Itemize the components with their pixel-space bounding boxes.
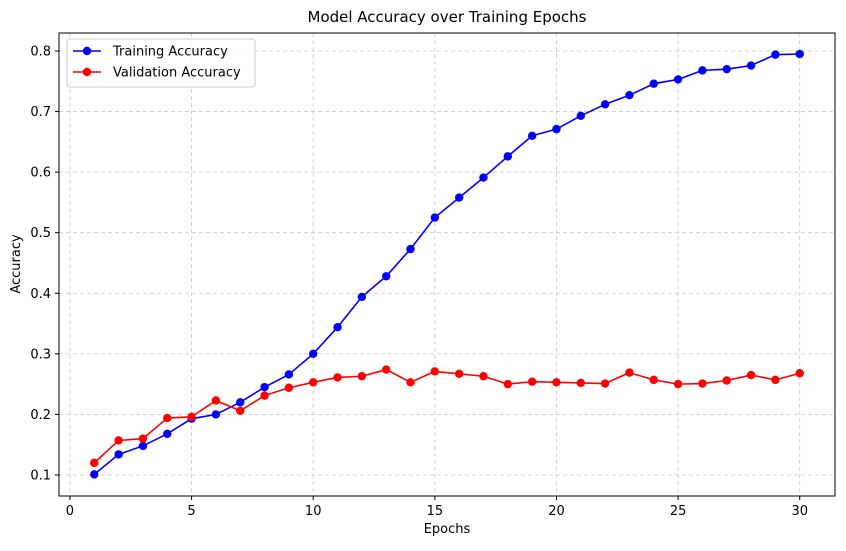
training-accuracy-point	[381, 272, 391, 281]
training-accuracy-point	[771, 50, 780, 59]
validation-accuracy-point	[527, 377, 537, 386]
training-accuracy-point	[260, 382, 269, 392]
training-accuracy-point	[333, 322, 342, 332]
validation-accuracy-point	[138, 434, 148, 443]
legend-item-training-accuracy: Training Accuracy	[73, 45, 228, 60]
training-accuracy-point	[90, 470, 99, 479]
y-tick-label: 0.3	[30, 347, 51, 362]
training-accuracy-point	[600, 100, 610, 109]
validation-accuracy-series	[90, 365, 804, 468]
validation-accuracy-point	[90, 458, 99, 468]
validation-accuracy-point	[357, 372, 367, 381]
training-accuracy-point	[746, 61, 756, 70]
training-accuracy-point	[163, 429, 172, 438]
validation-accuracy-point	[795, 369, 804, 378]
validation-accuracy-point	[260, 391, 269, 400]
validation-accuracy-point	[114, 436, 123, 445]
validation-accuracy-point	[771, 375, 780, 385]
training-accuracy-point	[795, 49, 804, 59]
validation-accuracy-point	[698, 379, 707, 388]
training-accuracy-point	[309, 349, 318, 359]
training-accuracy-point	[284, 370, 294, 379]
training-accuracy-point	[649, 79, 658, 88]
x-tick-label: 5	[187, 504, 195, 519]
x-axis-label: Epochs	[424, 522, 471, 537]
x-tick-label: 0	[66, 504, 74, 519]
legend-label: Training Accuracy	[112, 45, 228, 60]
axis-ticks: 0 5 10 15 20 25 30 0.1 0.2 0.3 0.4 0.5 0.6 0.7 0.8	[30, 44, 808, 519]
validation-accuracy-point	[552, 378, 561, 387]
y-tick-label: 0.5	[30, 226, 51, 241]
training-accuracy-point	[625, 91, 634, 100]
y-tick-label: 0.7	[30, 105, 51, 120]
validation-accuracy-point	[187, 412, 196, 422]
validation-accuracy-point	[746, 370, 756, 380]
y-tick-label: 0.4	[30, 287, 51, 302]
validation-accuracy-point	[600, 379, 610, 388]
validation-accuracy-point	[576, 378, 585, 388]
legend: Training Accuracy Validation Accuracy	[66, 38, 256, 88]
chart-title: Model Accuracy over Training Epochs	[308, 8, 587, 26]
validation-accuracy-point	[236, 406, 245, 415]
x-tick-label: 10	[305, 504, 322, 519]
training-accuracy-point	[698, 66, 707, 75]
validation-accuracy-line	[93, 368, 800, 464]
series-layer	[90, 49, 804, 479]
validation-accuracy-point	[503, 379, 513, 389]
y-tick-label: 0.1	[30, 468, 51, 483]
training-accuracy-point	[722, 64, 731, 74]
x-tick-label: 15	[427, 504, 444, 519]
training-accuracy-point	[673, 75, 683, 84]
training-accuracy-point	[552, 124, 561, 134]
legend-swatch-marker	[82, 46, 92, 56]
validation-accuracy-point	[649, 375, 658, 385]
validation-accuracy-point	[454, 369, 464, 379]
legend-box	[66, 38, 256, 88]
validation-accuracy-point	[625, 368, 634, 377]
training-accuracy-point	[357, 292, 367, 302]
legend-label: Validation Accuracy	[113, 66, 241, 81]
training-accuracy-point	[236, 398, 245, 407]
training-accuracy-point	[211, 410, 221, 419]
validation-accuracy-point	[406, 378, 415, 387]
validation-accuracy-point	[479, 372, 488, 381]
training-accuracy-point	[527, 131, 537, 140]
validation-accuracy-point	[673, 379, 683, 389]
training-accuracy-point	[503, 152, 513, 161]
validation-accuracy-point	[333, 373, 342, 382]
training-accuracy-point	[430, 213, 440, 222]
plot-frame	[58, 32, 836, 497]
validation-accuracy-point	[163, 413, 172, 423]
validation-accuracy-point	[381, 365, 391, 374]
y-tick-label: 0.2	[30, 408, 51, 423]
validation-accuracy-point	[284, 383, 294, 392]
x-tick-label: 25	[670, 504, 687, 519]
training-accuracy-point	[406, 244, 415, 254]
training-accuracy-point	[454, 193, 464, 202]
legend-swatch-marker	[82, 67, 92, 77]
x-tick-label: 20	[548, 504, 565, 519]
legend-items: Training Accuracy Validation Accuracy	[73, 45, 241, 81]
training-accuracy-point	[479, 173, 488, 182]
y-axis-label: Accuracy	[9, 234, 24, 294]
legend-item-validation-accuracy: Validation Accuracy	[73, 66, 241, 81]
validation-accuracy-point	[211, 396, 221, 405]
validation-accuracy-point	[430, 367, 440, 376]
training-accuracy-point	[576, 111, 585, 120]
grid-lines	[59, 33, 835, 496]
y-tick-label: 0.6	[30, 166, 51, 181]
training-accuracy-point	[114, 450, 123, 459]
validation-accuracy-point	[722, 376, 731, 385]
y-tick-label: 0.8	[30, 44, 51, 59]
validation-accuracy-point	[309, 378, 318, 387]
x-tick-label: 30	[791, 504, 808, 519]
training-accuracy-point	[138, 441, 148, 451]
